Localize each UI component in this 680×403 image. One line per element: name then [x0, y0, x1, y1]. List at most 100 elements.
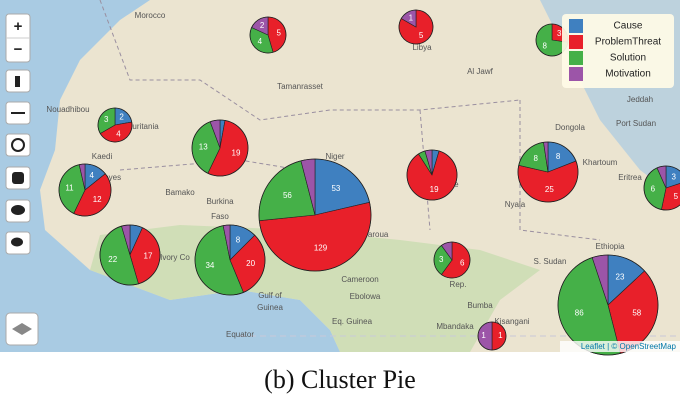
place-label: Jeddah: [627, 95, 653, 104]
slice-label: 34: [205, 261, 214, 270]
slice-label: 3: [439, 255, 444, 264]
place-label: Kisangani: [494, 317, 529, 326]
place-label: Garoua: [362, 230, 389, 239]
place-label: Niger: [325, 152, 344, 161]
place-label: Mauritania: [121, 122, 159, 131]
slice-label: 11: [65, 183, 74, 192]
slice-label: 2: [119, 112, 124, 121]
slice-label: 6: [460, 258, 465, 267]
slice-label: 8: [534, 154, 539, 163]
place-label: Kayes: [99, 173, 121, 182]
cluster-pie[interactable]: 11: [477, 321, 507, 351]
slice-label: 8: [236, 236, 241, 245]
slice-label: 3: [672, 172, 677, 181]
cluster-pie[interactable]: 3 5 6: [643, 165, 680, 211]
attribution-box: [560, 341, 680, 352]
layers-icon: [12, 323, 32, 335]
cluster-pie[interactable]: 8 25 8: [517, 141, 579, 203]
slice-label: 22: [108, 255, 117, 264]
legend-label: Solution: [610, 53, 646, 64]
place-label: Eq. Guinea: [332, 317, 373, 326]
cluster-pie[interactable]: 8 20 34: [194, 224, 266, 296]
slice-label: 25: [545, 185, 554, 194]
attribution[interactable]: Leaflet | © OpenStreetMap: [581, 342, 677, 351]
cluster-pie[interactable]: 2 43: [97, 107, 133, 143]
cluster-pie[interactable]: 53 129 56: [258, 158, 372, 272]
pie-outline: [643, 165, 680, 211]
info-icon: [15, 76, 20, 87]
pie-outline: [477, 321, 507, 351]
place-label: Faso: [211, 212, 229, 221]
place-label: Equator: [226, 330, 254, 339]
comments-icon: [11, 237, 23, 247]
place-label: Ivory Co: [160, 253, 190, 262]
slice-label: 5: [419, 31, 424, 40]
slice-label: 8: [556, 152, 561, 161]
legend-label: ProblemThreat: [595, 37, 661, 48]
pie-outline: [97, 107, 133, 143]
pie-outline: [99, 224, 161, 286]
pie-outline: [258, 158, 372, 272]
slice-label: 5: [276, 29, 281, 38]
place-label: Eritrea: [618, 173, 642, 182]
slice-label: 129: [314, 243, 328, 252]
place-label: Mbandaka: [436, 322, 474, 331]
legend-swatch: [569, 19, 583, 33]
place-label: Ethiopia: [596, 242, 625, 251]
place-label: Bamako: [165, 188, 195, 197]
cluster-pie[interactable]: 23 58 86: [557, 254, 659, 356]
cluster-pie[interactable]: 4 12 11: [58, 163, 112, 217]
pie-outline: [398, 9, 434, 45]
cluster-pie[interactable]: 51: [398, 9, 434, 45]
place-label: Cameroon: [341, 275, 378, 284]
legend-label: Motivation: [605, 69, 651, 80]
stop-icon: [12, 172, 24, 184]
slice-label: 58: [632, 309, 641, 318]
place-label: Nouadhibou: [46, 105, 89, 114]
slice-label: 23: [616, 273, 625, 282]
cluster-pie[interactable]: 19: [406, 149, 458, 201]
place-label: Burkina: [206, 197, 234, 206]
place-label: Kaedi: [92, 152, 113, 161]
slice-label: 13: [199, 142, 208, 151]
legend-swatch: [569, 51, 583, 65]
pie-outline: [194, 224, 266, 296]
compass-button[interactable]: [5, 133, 31, 157]
slice-label: 17: [144, 251, 153, 260]
zoom-in[interactable]: +: [14, 18, 23, 35]
cluster-pie[interactable]: 5 4 2: [249, 16, 287, 54]
place-label: Tamanrasset: [277, 82, 324, 91]
slice-label: 1: [498, 331, 503, 340]
slice-label: 3: [104, 115, 109, 124]
place-label: S. Sudan: [534, 257, 567, 266]
slice-label: 4: [90, 171, 95, 180]
slice-label: 1: [481, 331, 486, 340]
zoom-control: + −: [5, 13, 31, 63]
place-label: Port Sudan: [616, 119, 656, 128]
slice-label: 4: [116, 130, 121, 139]
zoom-out[interactable]: −: [14, 41, 23, 58]
legend: Cause ProblemThreat Solution Motivation: [562, 14, 674, 88]
slice-label: 1: [409, 13, 414, 22]
pie-outline: [406, 149, 458, 201]
slice-label: 3: [557, 29, 562, 38]
place-labels: Morocco Libya Tamanrasset Al Jawf Nouadhibou…: [46, 11, 656, 339]
place-label: Ebolowa: [350, 292, 381, 301]
slice-label: 6: [651, 184, 656, 193]
place-label: Libya: [412, 43, 432, 52]
slice-label: 86: [575, 309, 584, 318]
legend-swatch: [569, 35, 583, 49]
slice-label: 12: [93, 195, 102, 204]
place-label: Gulf of: [258, 291, 282, 300]
caption: (b) Cluster Pie: [264, 365, 416, 394]
legend-box: [562, 14, 674, 88]
slice-label: 19: [232, 148, 241, 157]
cluster-pie[interactable]: 63: [433, 241, 471, 279]
place-label: Bumba: [467, 301, 493, 310]
slice-label: 56: [283, 191, 292, 200]
compass-icon: [11, 138, 25, 152]
tool-buttons: [5, 69, 39, 346]
